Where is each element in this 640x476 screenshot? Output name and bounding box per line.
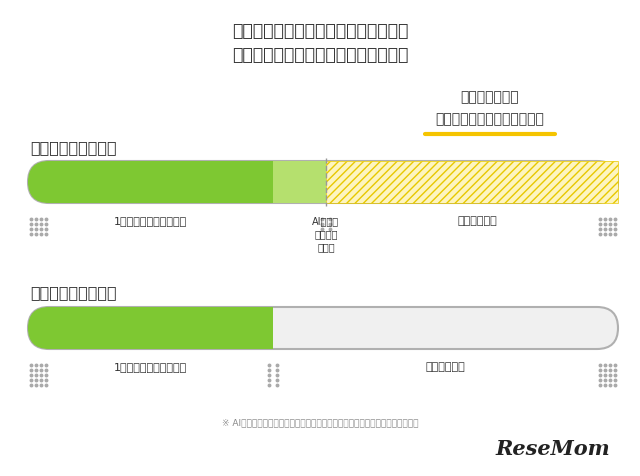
Bar — [252, 307, 273, 349]
FancyBboxPatch shape — [28, 307, 618, 349]
Text: ※ AIによる習得済みの判定量は、実際の単熟語学習の正誤数により異なります: ※ AIによる習得済みの判定量は、実際の単熟語学習の正誤数により異なります — [221, 417, 419, 426]
Text: 未学習単熱語: 未学習単熱語 — [458, 216, 498, 226]
Text: 単熟語学習コンテンツの総量に対する: 単熟語学習コンテンツの総量に対する — [232, 22, 408, 40]
Text: 未学習単熟語: 未学習単熟語 — [426, 361, 465, 371]
Text: アダプティブ適用前: アダプティブ適用前 — [30, 284, 116, 299]
Bar — [326, 162, 618, 204]
Text: アダプティブエンジンによる効果の例: アダプティブエンジンによる効果の例 — [232, 46, 408, 64]
Text: AIによる
習得済み
単熟語: AIによる 習得済み 単熟語 — [312, 216, 339, 252]
Bar — [273, 162, 326, 204]
Text: 新たな単熟語が学習できる！: 新たな単熟語が学習できる！ — [436, 112, 545, 126]
Text: アダプティブ適用後: アダプティブ適用後 — [30, 140, 116, 155]
Text: ReseMom: ReseMom — [495, 438, 610, 458]
Bar — [326, 162, 618, 204]
Bar — [252, 162, 273, 204]
FancyBboxPatch shape — [28, 162, 273, 204]
FancyBboxPatch shape — [28, 307, 273, 349]
FancyBboxPatch shape — [28, 162, 618, 204]
Text: 1週間の学習済み単熟語: 1週間の学習済み単熟語 — [114, 361, 187, 371]
Text: 1週間の学習済み単熟語: 1週間の学習済み単熟語 — [114, 216, 187, 226]
Text: 同じ学習時間で: 同じ学習時間で — [461, 90, 519, 104]
